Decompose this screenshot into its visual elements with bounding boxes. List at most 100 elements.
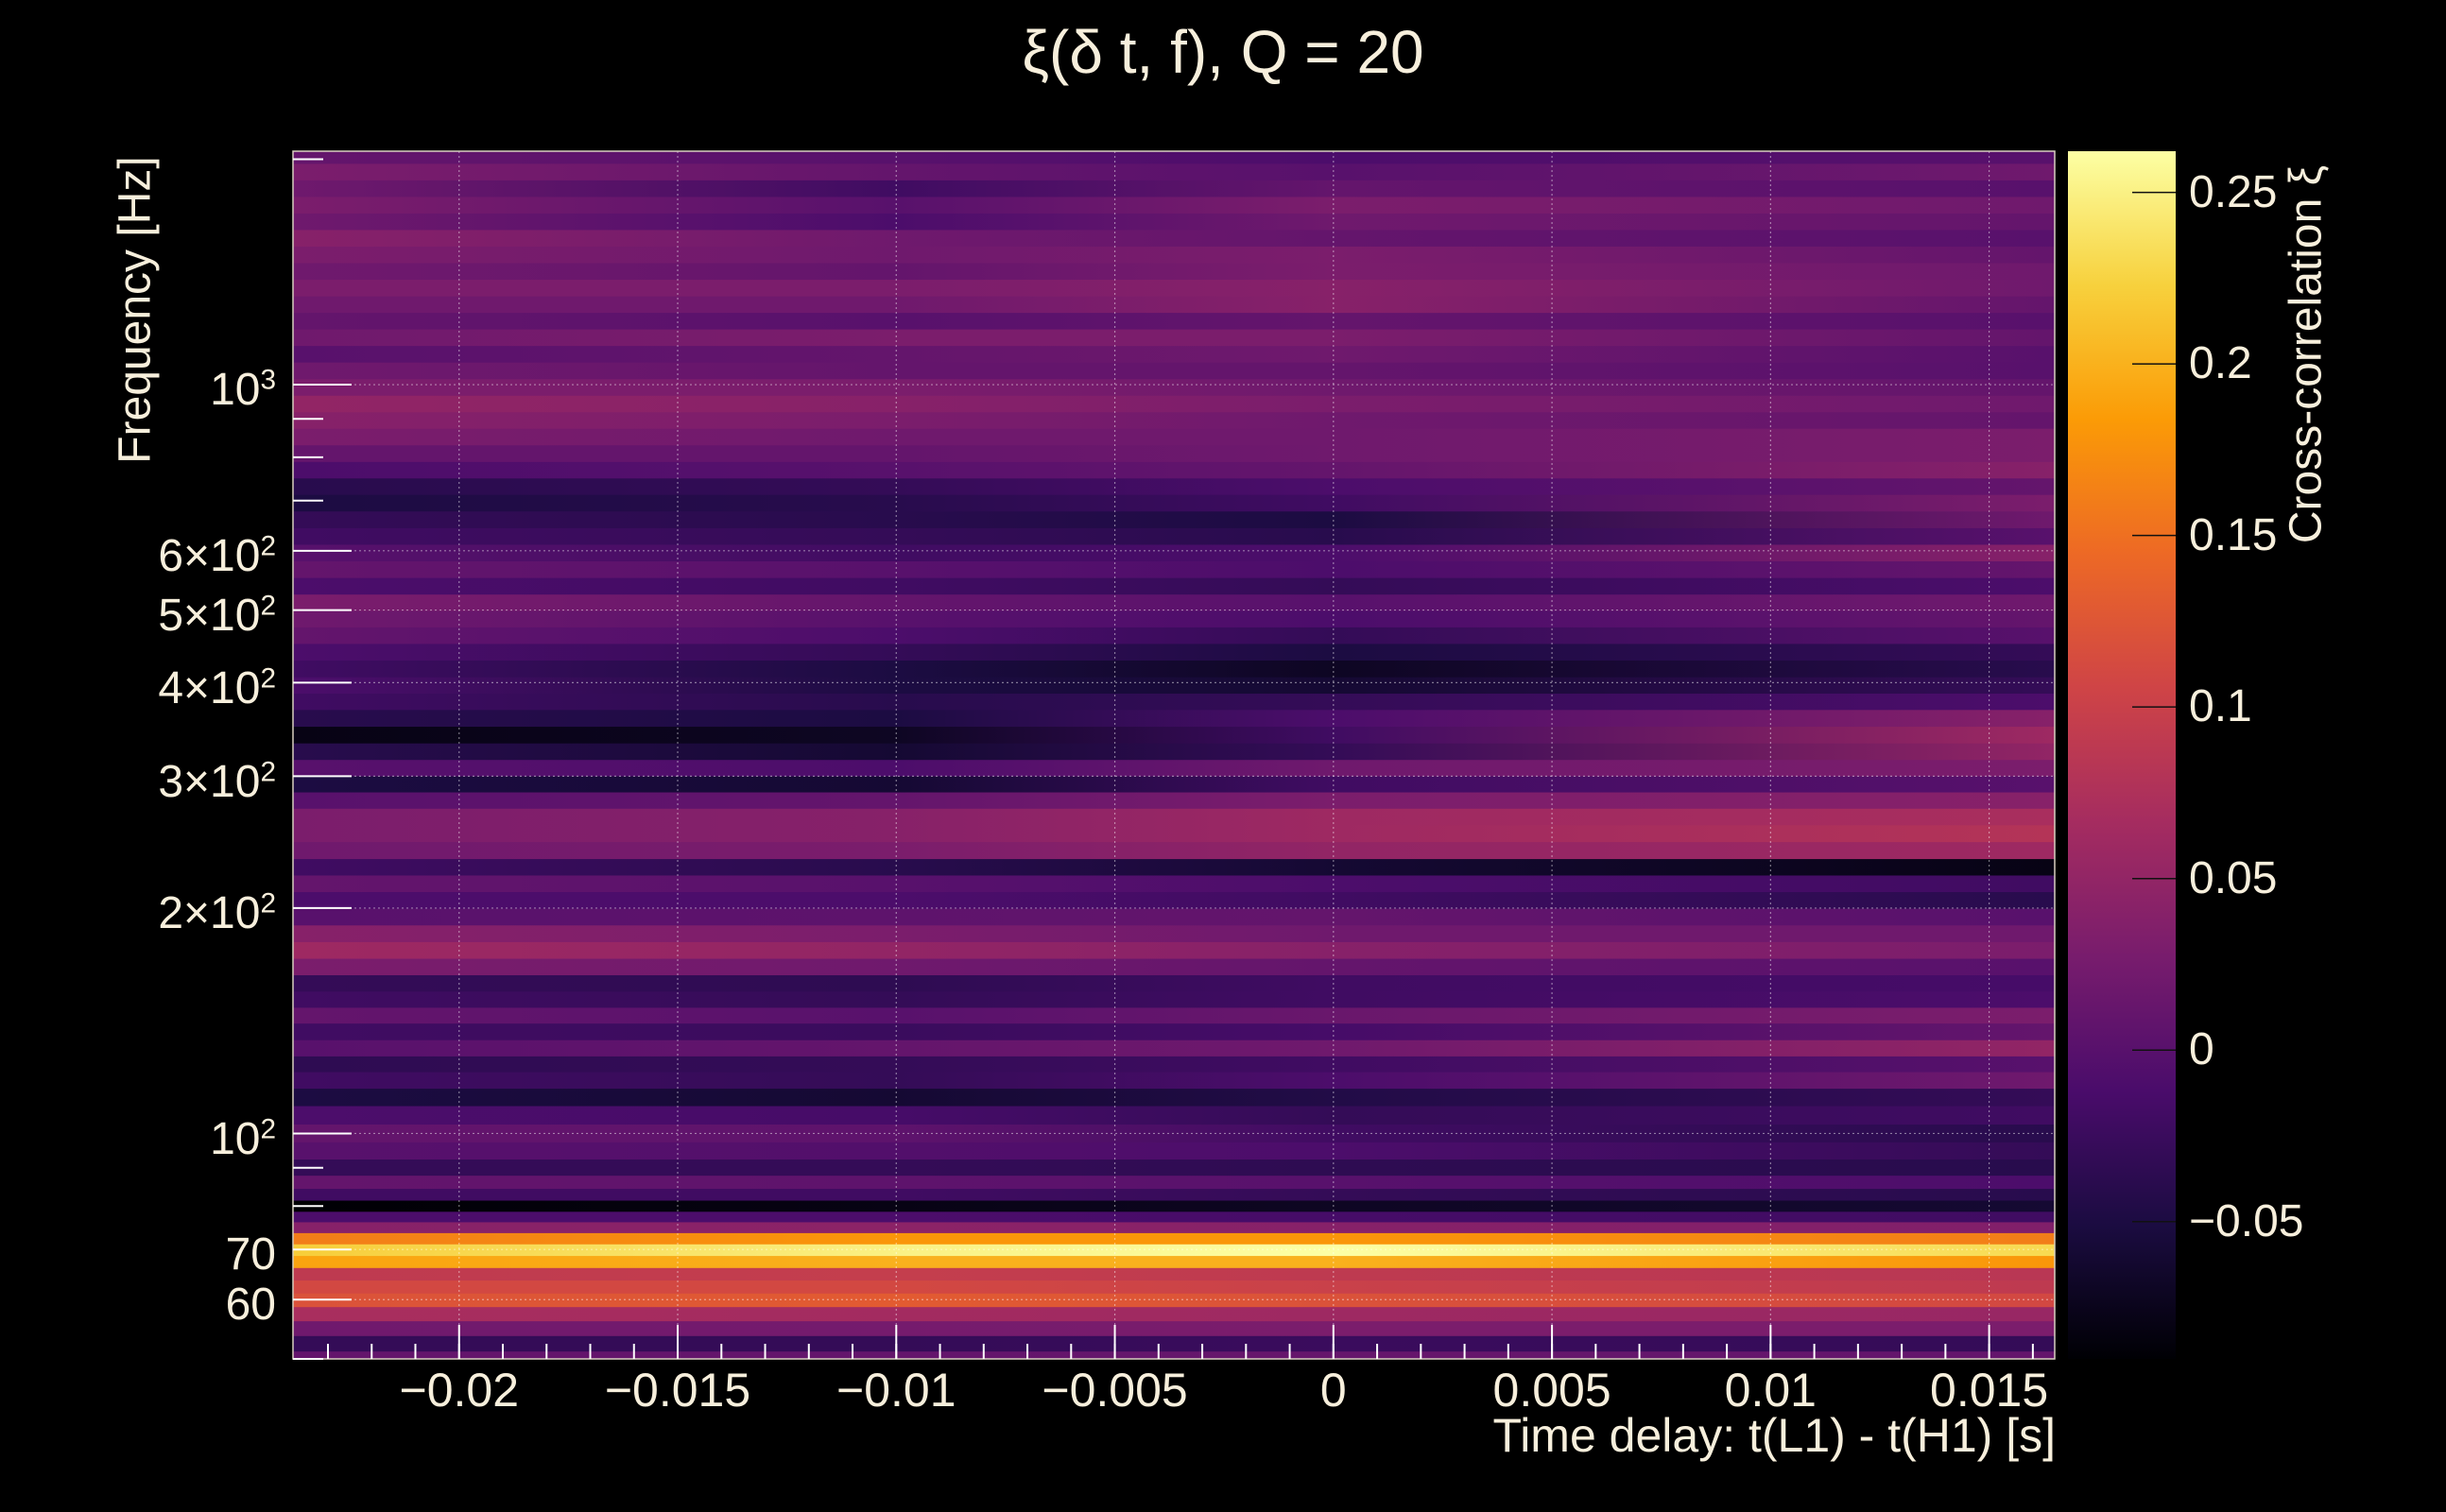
heatmap-band [293, 151, 2055, 164]
colorbar-tick-label: 0 [2189, 1024, 2214, 1075]
y-tick-label: 60 [225, 1280, 276, 1331]
heatmap-band [293, 1306, 2055, 1322]
heatmap-band [293, 312, 2055, 330]
y-tick-label: 103 [210, 364, 276, 416]
x-tick-label: 0.005 [1492, 1364, 1611, 1417]
heatmap-band [293, 1199, 2055, 1212]
axis-ticks [293, 158, 2034, 1360]
heatmap-band [293, 428, 2055, 446]
colorbar-gradient [2068, 151, 2176, 1359]
heatmap-band [293, 1071, 2055, 1090]
heatmap-band [293, 957, 2055, 976]
colorbar-tick-label: 0.1 [2189, 681, 2252, 732]
heatmap-band [293, 660, 2055, 678]
grid-lines [293, 151, 2055, 1359]
plot-frame [292, 150, 2056, 1360]
heatmap-band [293, 411, 2055, 429]
y-tick-label: 70 [225, 1229, 276, 1280]
chart-title: ξ(δ t, f), Q = 20 [1022, 18, 1424, 86]
heatmap-band [293, 824, 2055, 843]
heatmap-band [293, 196, 2055, 214]
heatmap-band [293, 229, 2055, 247]
colorbar-tick-label: 0.15 [2189, 509, 2278, 560]
y-tick-label: 4×102 [158, 662, 276, 713]
heatmap-band [293, 908, 2055, 926]
heatmap-band [293, 1232, 2055, 1245]
heatmap-band [293, 1267, 2055, 1281]
heatmap-band [293, 345, 2055, 363]
heatmap-band [293, 1320, 2055, 1336]
heatmap-band [293, 1244, 2055, 1257]
heatmap-band [293, 1124, 2055, 1143]
heatmap-band [293, 1255, 2055, 1268]
x-tick-label: 0 [1319, 1364, 1347, 1417]
x-tick-label: −0.005 [1042, 1364, 1188, 1417]
heatmap-band [293, 1221, 2055, 1233]
heatmap-band [293, 1056, 2055, 1073]
heatmap-band [293, 924, 2055, 942]
colorbar [2068, 151, 2176, 1359]
heatmap-band [293, 444, 2055, 462]
colorbar-label: Cross-correlation ξ [2281, 164, 2332, 544]
heatmap-cells [293, 151, 2055, 1360]
heatmap-band [293, 808, 2055, 826]
heatmap-band [293, 1293, 2055, 1308]
heatmap-band [293, 1188, 2055, 1201]
heatmap-band [293, 163, 2055, 180]
heatmap-band [293, 262, 2055, 281]
heatmap-band [293, 279, 2055, 297]
heatmap-band [293, 610, 2055, 627]
x-tick-label: 0.015 [1930, 1364, 2049, 1417]
heatmap-band [293, 395, 2055, 413]
y-tick-label: 2×102 [158, 887, 276, 939]
heatmap-band [293, 874, 2055, 893]
heatmap-band [293, 461, 2055, 479]
heatmap-band [293, 560, 2055, 578]
heatmap-band [293, 693, 2055, 711]
heatmap-band [293, 213, 2055, 231]
x-axis-label: Time delay: t(L1) - t(H1) [s] [1492, 1409, 2056, 1462]
heatmap-band [293, 1335, 2055, 1352]
heatmap-band [293, 643, 2055, 661]
heatmap-band [293, 775, 2055, 793]
x-tick-label: 0.01 [1724, 1364, 1817, 1417]
heatmap-band [293, 1040, 2055, 1057]
heatmap-band [293, 1105, 2055, 1125]
y-tick-label: 5×102 [158, 590, 276, 641]
y-tick-label: 6×102 [158, 530, 276, 582]
heatmap-band [293, 1142, 2055, 1160]
heatmap-band [293, 246, 2055, 264]
x-tick-label: −0.015 [604, 1364, 751, 1417]
heatmap-band [293, 726, 2055, 744]
heatmap-band [293, 891, 2055, 909]
heatmap-band [293, 759, 2055, 777]
heatmap-band [293, 296, 2055, 314]
heatmap-band [293, 1159, 2055, 1177]
heatmap-band [293, 329, 2055, 347]
heatmap-band [293, 1175, 2055, 1190]
heatmap-band [293, 1211, 2055, 1223]
heatmap-band [293, 378, 2055, 396]
heatmap-band [293, 841, 2055, 860]
heatmap-band [293, 180, 2055, 198]
heatmap-band [293, 627, 2055, 644]
heatmap-band [293, 577, 2055, 595]
plot-border [292, 150, 2056, 1360]
y-axis-label: Frequency [Hz] [110, 156, 161, 464]
heatmap-band [293, 1006, 2055, 1024]
colorbar-tick-label: 0.05 [2189, 852, 2278, 903]
heatmap-band [293, 1350, 2055, 1360]
heatmap-band [293, 974, 2055, 992]
heatmap-band [293, 1088, 2055, 1107]
colorbar-tick-label: 0.2 [2189, 338, 2252, 389]
heatmap-band [293, 477, 2055, 495]
heatmap-band [293, 990, 2055, 1008]
heatmap-band [293, 941, 2055, 959]
heatmap-band [293, 791, 2055, 809]
heatmap-band [293, 494, 2055, 512]
heatmap-band [293, 677, 2055, 695]
heatmap-band [293, 543, 2055, 562]
x-tick-label: −0.02 [399, 1364, 520, 1417]
